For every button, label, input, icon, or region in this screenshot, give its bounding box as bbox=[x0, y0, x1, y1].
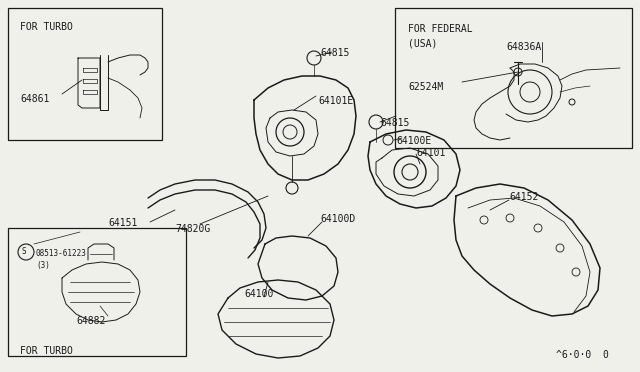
Text: 64101: 64101 bbox=[416, 148, 445, 158]
Text: 64100: 64100 bbox=[244, 289, 273, 299]
Text: FOR FEDERAL: FOR FEDERAL bbox=[408, 24, 472, 34]
Text: FOR TURBO: FOR TURBO bbox=[20, 346, 73, 356]
Text: 64100E: 64100E bbox=[396, 136, 431, 146]
Bar bbox=[395, 8, 632, 148]
Text: ^6·0·0  0: ^6·0·0 0 bbox=[556, 350, 609, 360]
Text: 64882: 64882 bbox=[76, 316, 106, 326]
Text: 64151: 64151 bbox=[108, 218, 138, 228]
Text: 64101E: 64101E bbox=[318, 96, 353, 106]
Text: S: S bbox=[22, 247, 27, 257]
Text: 08513-61223: 08513-61223 bbox=[36, 249, 87, 258]
Text: 74820G: 74820G bbox=[175, 224, 211, 234]
Text: 64100D: 64100D bbox=[320, 214, 355, 224]
Text: 64815: 64815 bbox=[380, 118, 410, 128]
Text: 64861: 64861 bbox=[20, 94, 49, 104]
Text: FOR TURBO: FOR TURBO bbox=[20, 22, 73, 32]
Text: 62524M: 62524M bbox=[408, 82, 444, 92]
Text: (USA): (USA) bbox=[408, 38, 437, 48]
Text: (3): (3) bbox=[36, 261, 50, 270]
Text: 64152: 64152 bbox=[509, 192, 538, 202]
Bar bbox=[8, 228, 186, 356]
Text: 64815: 64815 bbox=[320, 48, 349, 58]
Bar bbox=[8, 8, 162, 140]
Text: 64836A: 64836A bbox=[506, 42, 541, 52]
